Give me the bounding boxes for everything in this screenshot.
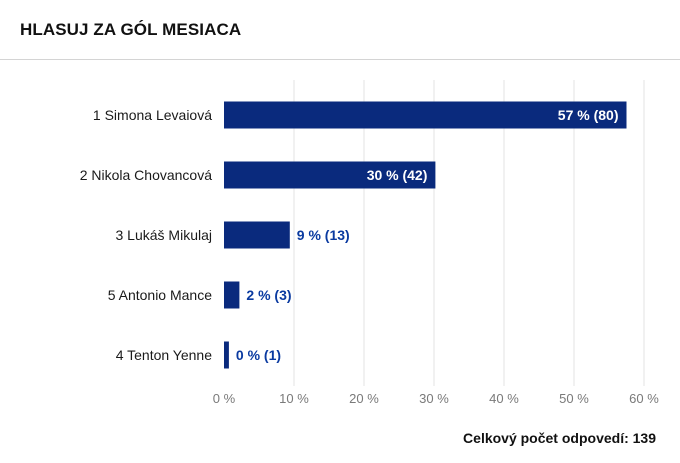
x-tick-label: 50 % [559, 391, 589, 406]
bar [224, 101, 627, 129]
data-label: 57 % (80) [558, 107, 619, 123]
data-label: 0 % (1) [236, 347, 281, 363]
x-tick-label: 40 % [489, 391, 519, 406]
poll-title: HLASUJ ZA GÓL MESIACA [20, 19, 242, 39]
data-label: 30 % (42) [367, 167, 428, 183]
category-label: 3 Lukáš Mikulaj [116, 227, 213, 243]
x-tick-label: 30 % [419, 391, 449, 406]
x-tick-label: 60 % [629, 391, 659, 406]
category-label: 2 Nikola Chovancová [80, 167, 213, 183]
poll-chart: 0 % 10 % 20 % 30 % 40 % 50 % 60 % 1 Simona Leva… [0, 60, 680, 462]
bar [224, 341, 229, 369]
bar [224, 161, 436, 189]
x-tick-label: 20 % [349, 391, 379, 406]
results-chart: 0 % 10 % 20 % 30 % 40 % 50 % 60 % 1 Simona Leva… [80, 80, 659, 406]
bar [224, 221, 290, 249]
total-responses: Celkový počet odpovedí: 139 [463, 430, 656, 446]
data-label: 2 % (3) [246, 287, 291, 303]
x-tick-label: 0 % [213, 391, 236, 406]
x-tick-label: 10 % [279, 391, 309, 406]
category-label: 4 Tenton Yenne [116, 347, 213, 363]
total-value: 139 [632, 430, 656, 446]
poll-header: HLASUJ ZA GÓL MESIACA [0, 0, 680, 60]
category-label: 5 Antonio Mance [108, 287, 213, 303]
bar [224, 281, 240, 309]
total-label: Celkový počet odpovedí: [463, 430, 629, 446]
category-label: 1 Simona Levaiová [93, 107, 212, 123]
data-label: 9 % (13) [297, 227, 350, 243]
